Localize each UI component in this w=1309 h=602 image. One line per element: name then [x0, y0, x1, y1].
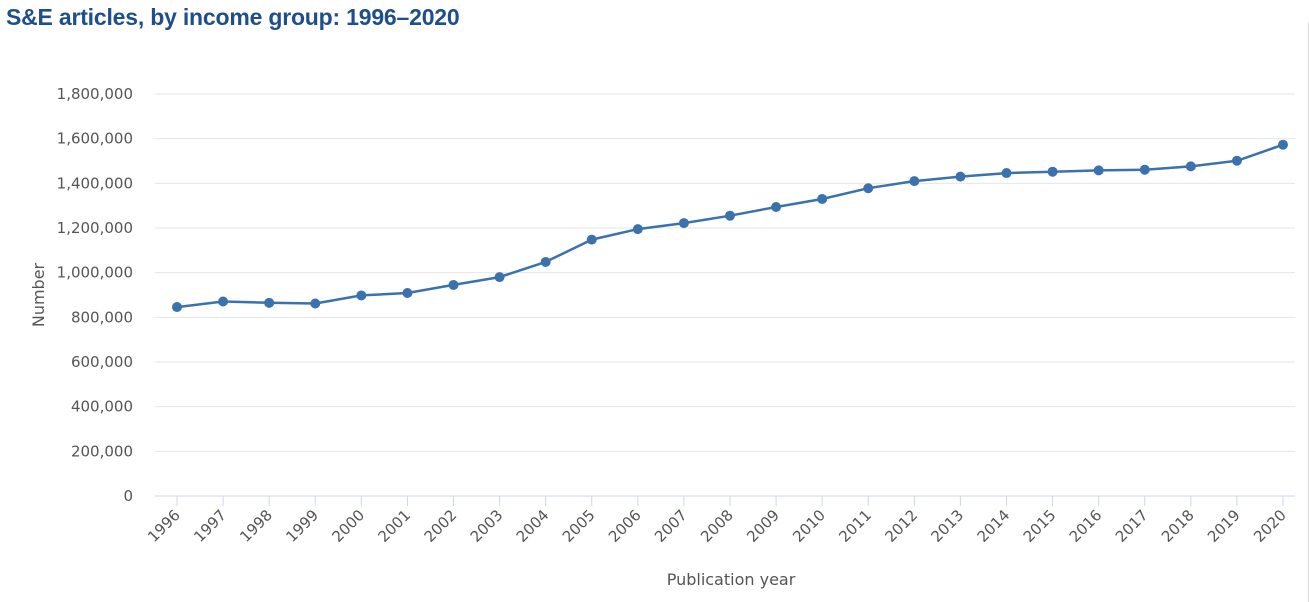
- x-tick-label: 2020: [1250, 506, 1290, 546]
- data-point[interactable]: [1185, 161, 1196, 172]
- x-tick-label: 2014: [974, 506, 1014, 546]
- y-tick-label: 1,000,000: [57, 264, 133, 282]
- y-axis-ticks: 0 200,000 400,000 600,000 800,000 1,000,000 1,…: [57, 85, 133, 505]
- series-line: [175, 143, 1285, 309]
- y-axis-title: Number: [29, 262, 48, 327]
- x-axis: 1996 1997 1998 1999 2000 2001 2002 2003 2004 2005…: [144, 495, 1295, 546]
- y-tick-label: 0: [123, 487, 133, 505]
- data-point[interactable]: [1278, 139, 1288, 150]
- data-point[interactable]: [264, 297, 275, 308]
- x-tick-label: 2006: [605, 506, 645, 546]
- x-tick-label: 2010: [789, 506, 829, 546]
- x-tick-label: 2019: [1204, 506, 1244, 546]
- x-tick-label: 1996: [144, 506, 184, 546]
- x-tick-label: 2004: [513, 506, 553, 546]
- x-tick-label: 1998: [236, 506, 276, 546]
- data-point[interactable]: [494, 272, 505, 283]
- data-point[interactable]: [172, 302, 182, 313]
- data-point[interactable]: [1047, 166, 1058, 177]
- x-tick-label: 2013: [928, 506, 968, 546]
- data-point[interactable]: [356, 290, 367, 301]
- gridlines: [155, 93, 1295, 452]
- x-tick-label: 2005: [559, 506, 599, 546]
- data-point[interactable]: [448, 279, 459, 290]
- series-layer: [172, 139, 1288, 313]
- x-axis-title: Publication year: [667, 570, 796, 589]
- data-point[interactable]: [540, 256, 551, 267]
- x-tick-label: 2012: [881, 506, 921, 546]
- data-point[interactable]: [678, 218, 689, 229]
- y-tick-label: 1,800,000: [57, 85, 133, 103]
- y-tick-label: 1,400,000: [57, 174, 133, 192]
- data-point[interactable]: [955, 171, 966, 182]
- y-tick-label: 200,000: [71, 442, 133, 460]
- x-tick-label: 2016: [1066, 506, 1106, 546]
- x-tick-label: 2017: [1112, 506, 1152, 546]
- x-tick-label: 1997: [190, 506, 230, 546]
- data-point[interactable]: [1001, 168, 1012, 179]
- x-tick-label: 2001: [375, 506, 415, 546]
- x-tick-label: 2000: [328, 506, 368, 546]
- data-point[interactable]: [909, 176, 920, 187]
- data-point[interactable]: [725, 210, 735, 221]
- x-tick-label: 2018: [1158, 506, 1198, 546]
- data-point[interactable]: [817, 193, 828, 204]
- x-tick-label: 2008: [697, 506, 737, 546]
- data-point[interactable]: [1139, 164, 1150, 175]
- y-tick-label: 600,000: [71, 353, 133, 371]
- data-point[interactable]: [402, 287, 413, 298]
- x-tick-label: 1999: [282, 506, 322, 546]
- data-point[interactable]: [310, 298, 321, 309]
- x-tick-label: 2003: [467, 506, 507, 546]
- y-tick-label: 800,000: [71, 308, 133, 326]
- x-tick-label: 2011: [835, 506, 875, 546]
- data-point[interactable]: [586, 234, 597, 245]
- y-tick-label: 400,000: [71, 398, 133, 416]
- y-tick-label: 1,600,000: [57, 130, 133, 148]
- y-tick-label: 1,200,000: [57, 219, 133, 237]
- data-point[interactable]: [1093, 165, 1104, 176]
- data-point[interactable]: [218, 296, 229, 307]
- x-tick-label: 2002: [421, 506, 461, 546]
- data-point[interactable]: [863, 183, 874, 194]
- data-point[interactable]: [1231, 155, 1242, 166]
- x-tick-label: 2015: [1020, 506, 1060, 546]
- data-point[interactable]: [771, 202, 782, 213]
- data-point[interactable]: [632, 224, 643, 235]
- x-tick-label: 2007: [651, 506, 691, 546]
- x-tick-label: 2009: [743, 506, 783, 546]
- chart-title: S&E articles, by income group: 1996–2020: [6, 4, 460, 30]
